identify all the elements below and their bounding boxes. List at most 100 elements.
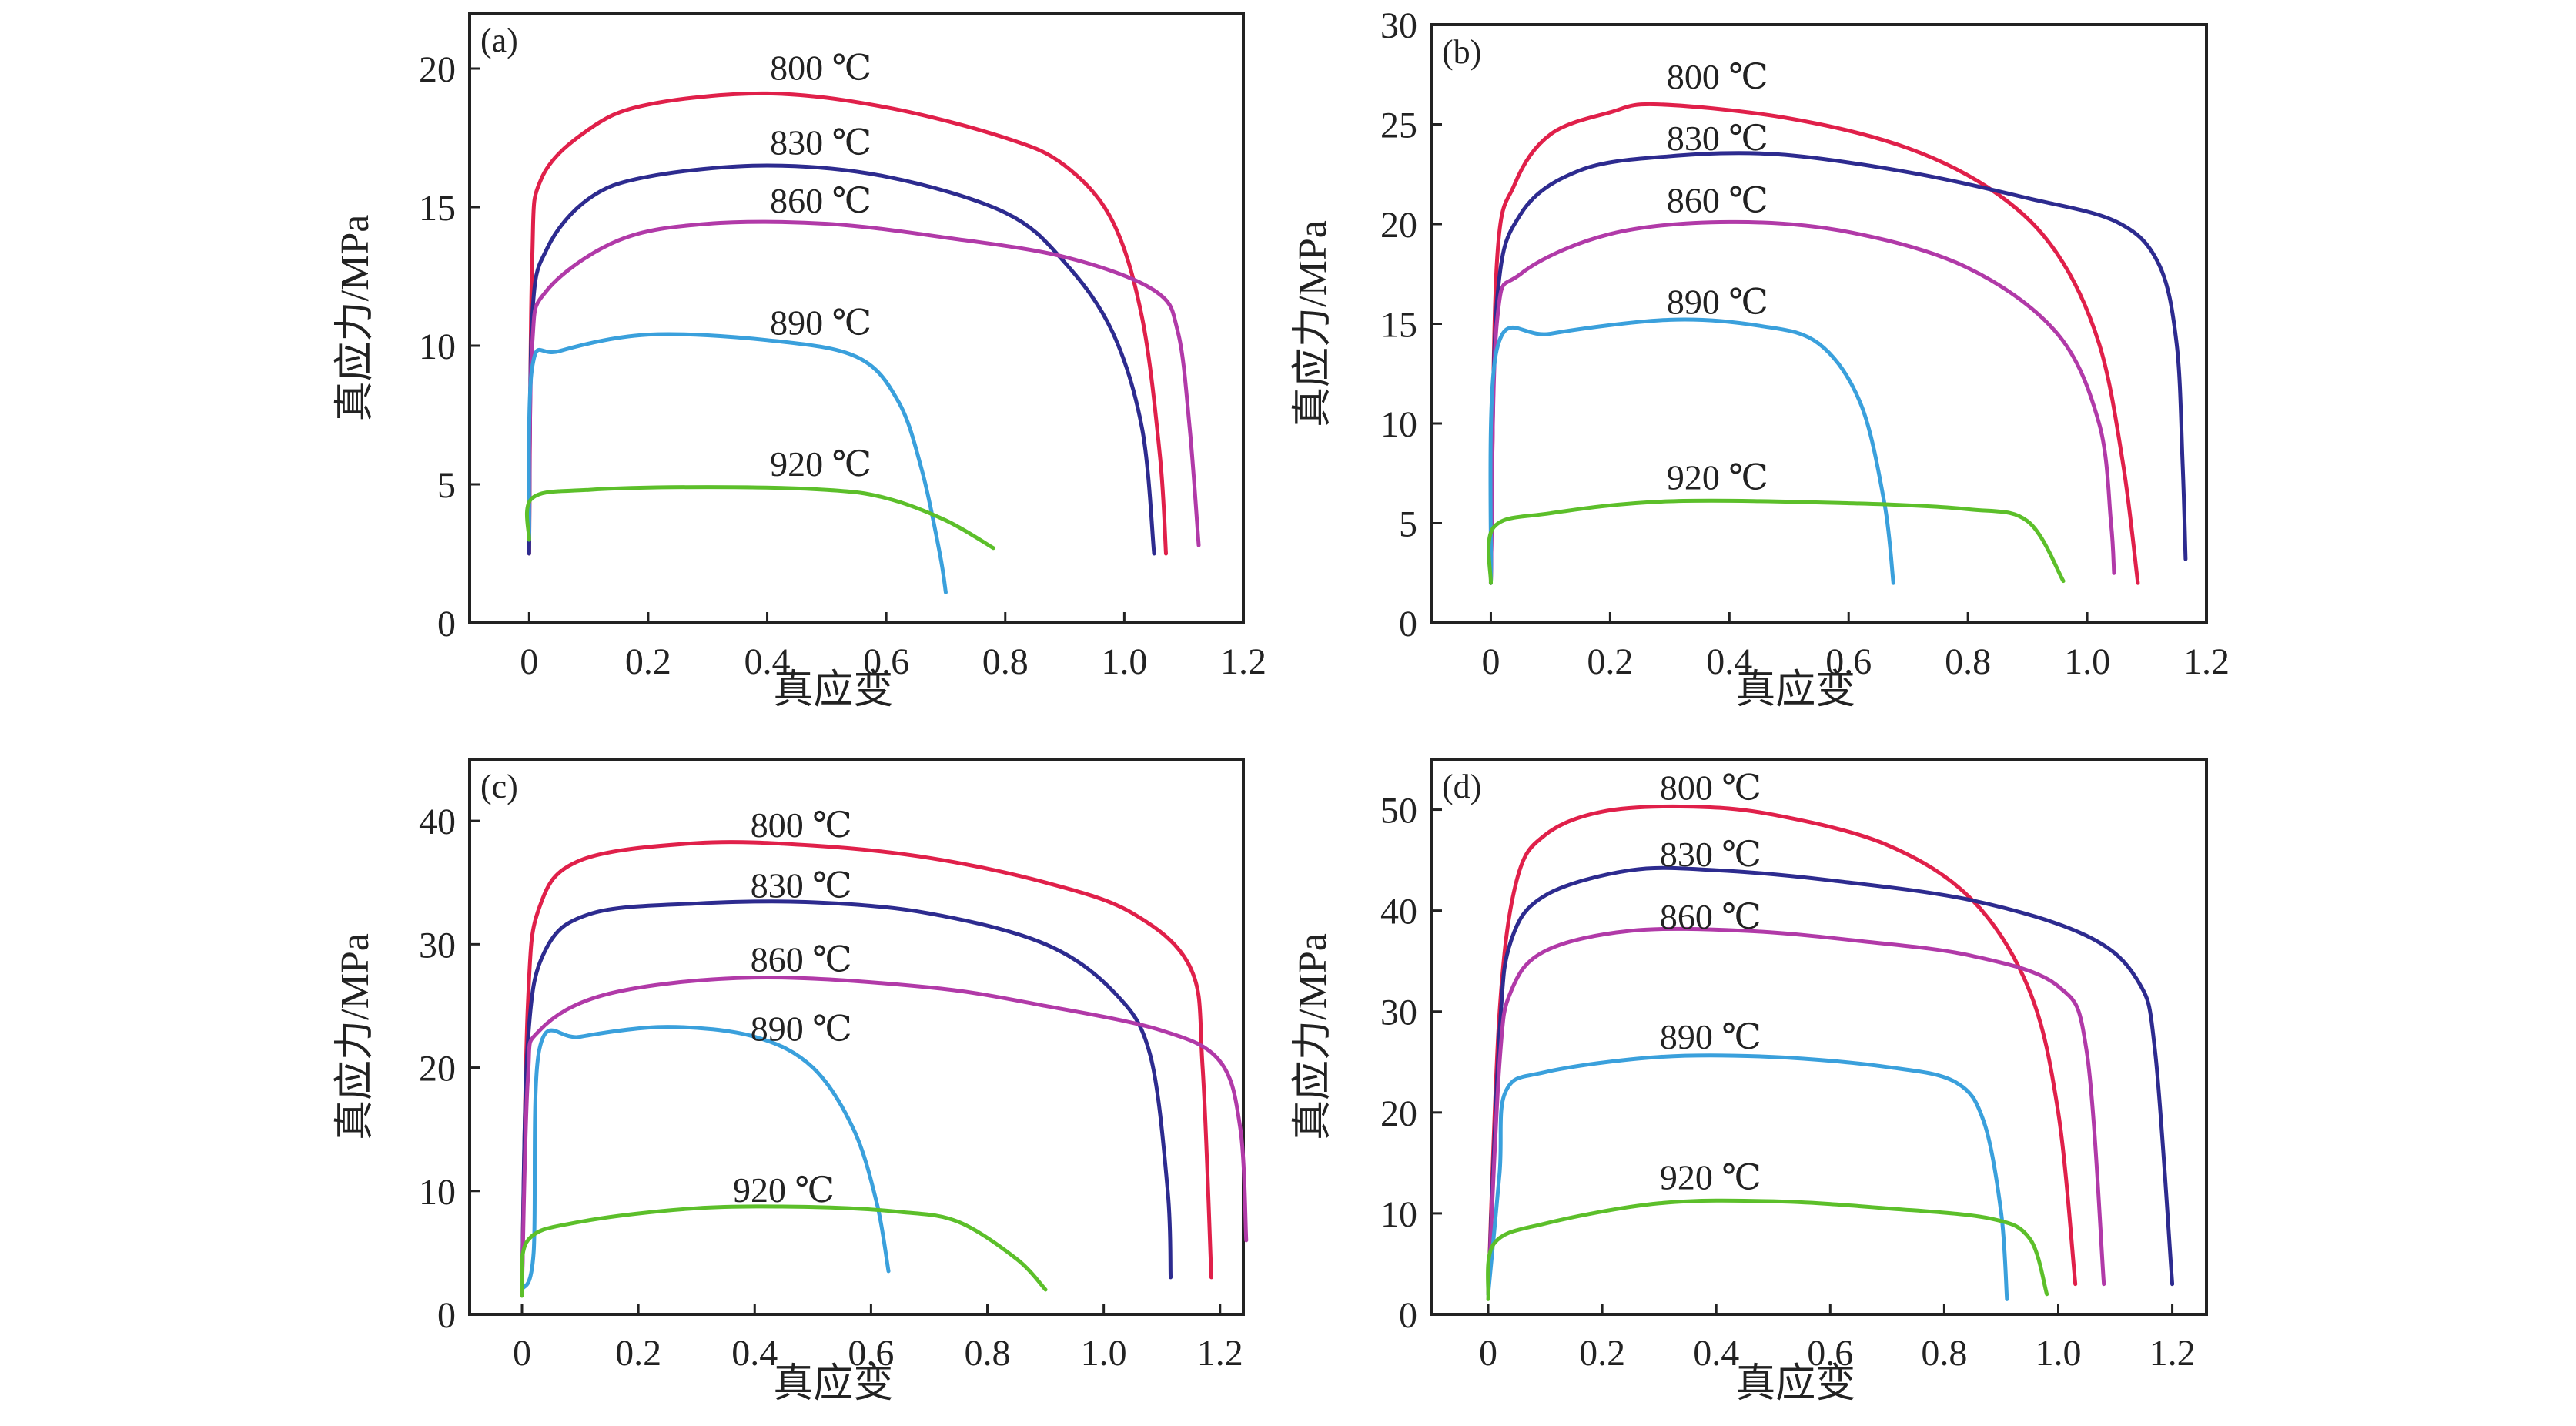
x-tick-label: 0 (520, 641, 538, 682)
series-label: 800 ℃ (1660, 768, 1761, 807)
y-tick-label: 0 (437, 604, 456, 644)
x-axis-title: 真应变 (1735, 668, 1855, 712)
panel-label: (a) (480, 22, 518, 59)
x-tick-label: 0.8 (982, 641, 1029, 682)
y-tick-label: 25 (1380, 105, 1417, 146)
x-tick-label: 0.4 (744, 641, 791, 682)
series-line-890 (1486, 1053, 2009, 1301)
series-label: 830 ℃ (770, 123, 871, 162)
x-tick-label: 0.8 (1945, 641, 1991, 682)
y-tick-label: 10 (1380, 404, 1417, 445)
series-line-890 (520, 1025, 891, 1292)
y-tick-label: 15 (419, 188, 456, 229)
panel-c: 0 0.2 0.4 0.6 0.8 1.0 1.2 0 10 20 30 40 (c) 真应变 真应力/MP… (333, 758, 1249, 1406)
x-tick-label: 0.2 (625, 641, 671, 682)
x-tick-label: 0.6 (1807, 1333, 1853, 1374)
series-label: 800 ℃ (1667, 57, 1768, 96)
series-label: 920 ℃ (770, 444, 871, 484)
plot-frame (468, 758, 1245, 1316)
y-tick-label: 20 (419, 1049, 456, 1090)
series-label: 920 ℃ (733, 1170, 835, 1210)
x-tick-label: 0 (1481, 641, 1500, 682)
series-line-860 (520, 975, 1249, 1292)
series-line-920 (1487, 498, 2066, 585)
x-tick-label: 0.6 (1825, 641, 1872, 682)
series-line-920 (520, 1204, 1048, 1298)
y-tick-label: 40 (419, 802, 456, 842)
y-tick-label: 30 (419, 925, 456, 966)
y-tick-label: 30 (1380, 5, 1417, 46)
series-label: 860 ℃ (751, 940, 852, 979)
x-tick-label: 1.0 (1101, 641, 1147, 682)
x-tick-label: 0 (513, 1333, 531, 1374)
y-tick-label: 10 (419, 326, 456, 367)
y-axis-title: 真应力/MPa (333, 933, 377, 1140)
panel-label: (b) (1442, 33, 1481, 71)
series-line-860 (1486, 926, 2106, 1297)
y-tick-label: 40 (1380, 892, 1417, 932)
series-line-800 (520, 840, 1213, 1292)
series-line-830 (1486, 865, 2175, 1297)
series-label: 860 ℃ (1660, 897, 1761, 936)
panel-d: 0 0.2 0.4 0.6 0.8 1.0 1.2 0 10 20 30 40 50 (d) 真应变 真应力/… (1291, 758, 2208, 1406)
x-tick-label: 1.0 (2035, 1333, 2081, 1374)
x-tick-label: 0.8 (965, 1333, 1011, 1374)
y-tick-label: 0 (1399, 1295, 1417, 1336)
y-tick-label: 30 (1380, 993, 1417, 1033)
x-tick-label: 1.2 (1197, 1333, 1243, 1374)
series-label: 800 ℃ (770, 48, 871, 87)
x-tick-label: 0.8 (1921, 1333, 1967, 1374)
series-line-800 (527, 91, 1168, 556)
y-tick-label: 0 (437, 1295, 456, 1336)
y-tick-label: 50 (1380, 791, 1417, 832)
series-label: 890 ℃ (1660, 1017, 1761, 1056)
x-tick-label: 1.2 (2183, 641, 2230, 682)
x-tick-label: 0.6 (848, 1333, 894, 1374)
series-line-920 (1486, 1198, 2049, 1301)
y-axis-title: 真应力/MPa (333, 215, 377, 422)
y-axis-title: 真应力/MPa (1291, 933, 1335, 1140)
y-tick-label: 20 (1380, 1093, 1417, 1134)
x-tick-label: 0.2 (1579, 1333, 1625, 1374)
series-line-890 (527, 332, 948, 594)
x-tick-label: 1.2 (2149, 1333, 2196, 1374)
panel-a: 0 0.2 0.4 0.6 0.8 1.0 1.2 0 5 10 15 20 (a) 真应变 真应力/MPa… (333, 12, 1266, 712)
series-label: 890 ℃ (770, 303, 871, 343)
series-label: 860 ℃ (770, 181, 871, 220)
y-tick-label: 10 (1380, 1194, 1417, 1235)
series-line-920 (524, 485, 995, 551)
x-tick-label: 0.4 (731, 1333, 778, 1374)
x-tick-label: 0 (1479, 1333, 1497, 1374)
series-line-830 (520, 899, 1173, 1292)
y-tick-label: 5 (437, 465, 456, 506)
x-tick-label: 0.6 (863, 641, 909, 682)
x-axis-title: 真应变 (773, 1362, 893, 1406)
series-line-800 (1488, 102, 2140, 585)
series-line-800 (1486, 804, 2078, 1297)
series-label: 800 ℃ (751, 805, 852, 845)
plot-frame (1430, 23, 2208, 624)
panel-label: (c) (480, 768, 518, 805)
panel-label: (d) (1442, 768, 1481, 805)
y-tick-label: 5 (1399, 504, 1417, 545)
x-tick-label: 0.2 (615, 1333, 661, 1374)
series-label: 920 ℃ (1660, 1157, 1761, 1197)
series-label: 920 ℃ (1667, 457, 1768, 497)
y-tick-label: 10 (419, 1172, 456, 1213)
plot-frame (1430, 758, 2208, 1316)
x-axis-title: 真应变 (1735, 1362, 1855, 1406)
series-line-860 (527, 219, 1201, 547)
x-tick-label: 0.4 (1706, 641, 1752, 682)
x-tick-label: 1.0 (2064, 641, 2110, 682)
y-tick-label: 0 (1399, 604, 1417, 644)
series-line-890 (1488, 317, 1895, 585)
series-label: 890 ℃ (751, 1009, 852, 1048)
series-label: 830 ℃ (1667, 119, 1768, 158)
y-tick-label: 20 (419, 49, 456, 90)
x-axis-title: 真应变 (773, 668, 893, 712)
panel-b: 0 0.2 0.4 0.6 0.8 1.0 1.2 0 5 10 15 20 25 30 (b) 真应变 真应力… (1291, 5, 2230, 712)
y-tick-label: 20 (1380, 205, 1417, 246)
plot-frame (468, 12, 1245, 624)
series-label: 860 ℃ (1667, 180, 1768, 219)
